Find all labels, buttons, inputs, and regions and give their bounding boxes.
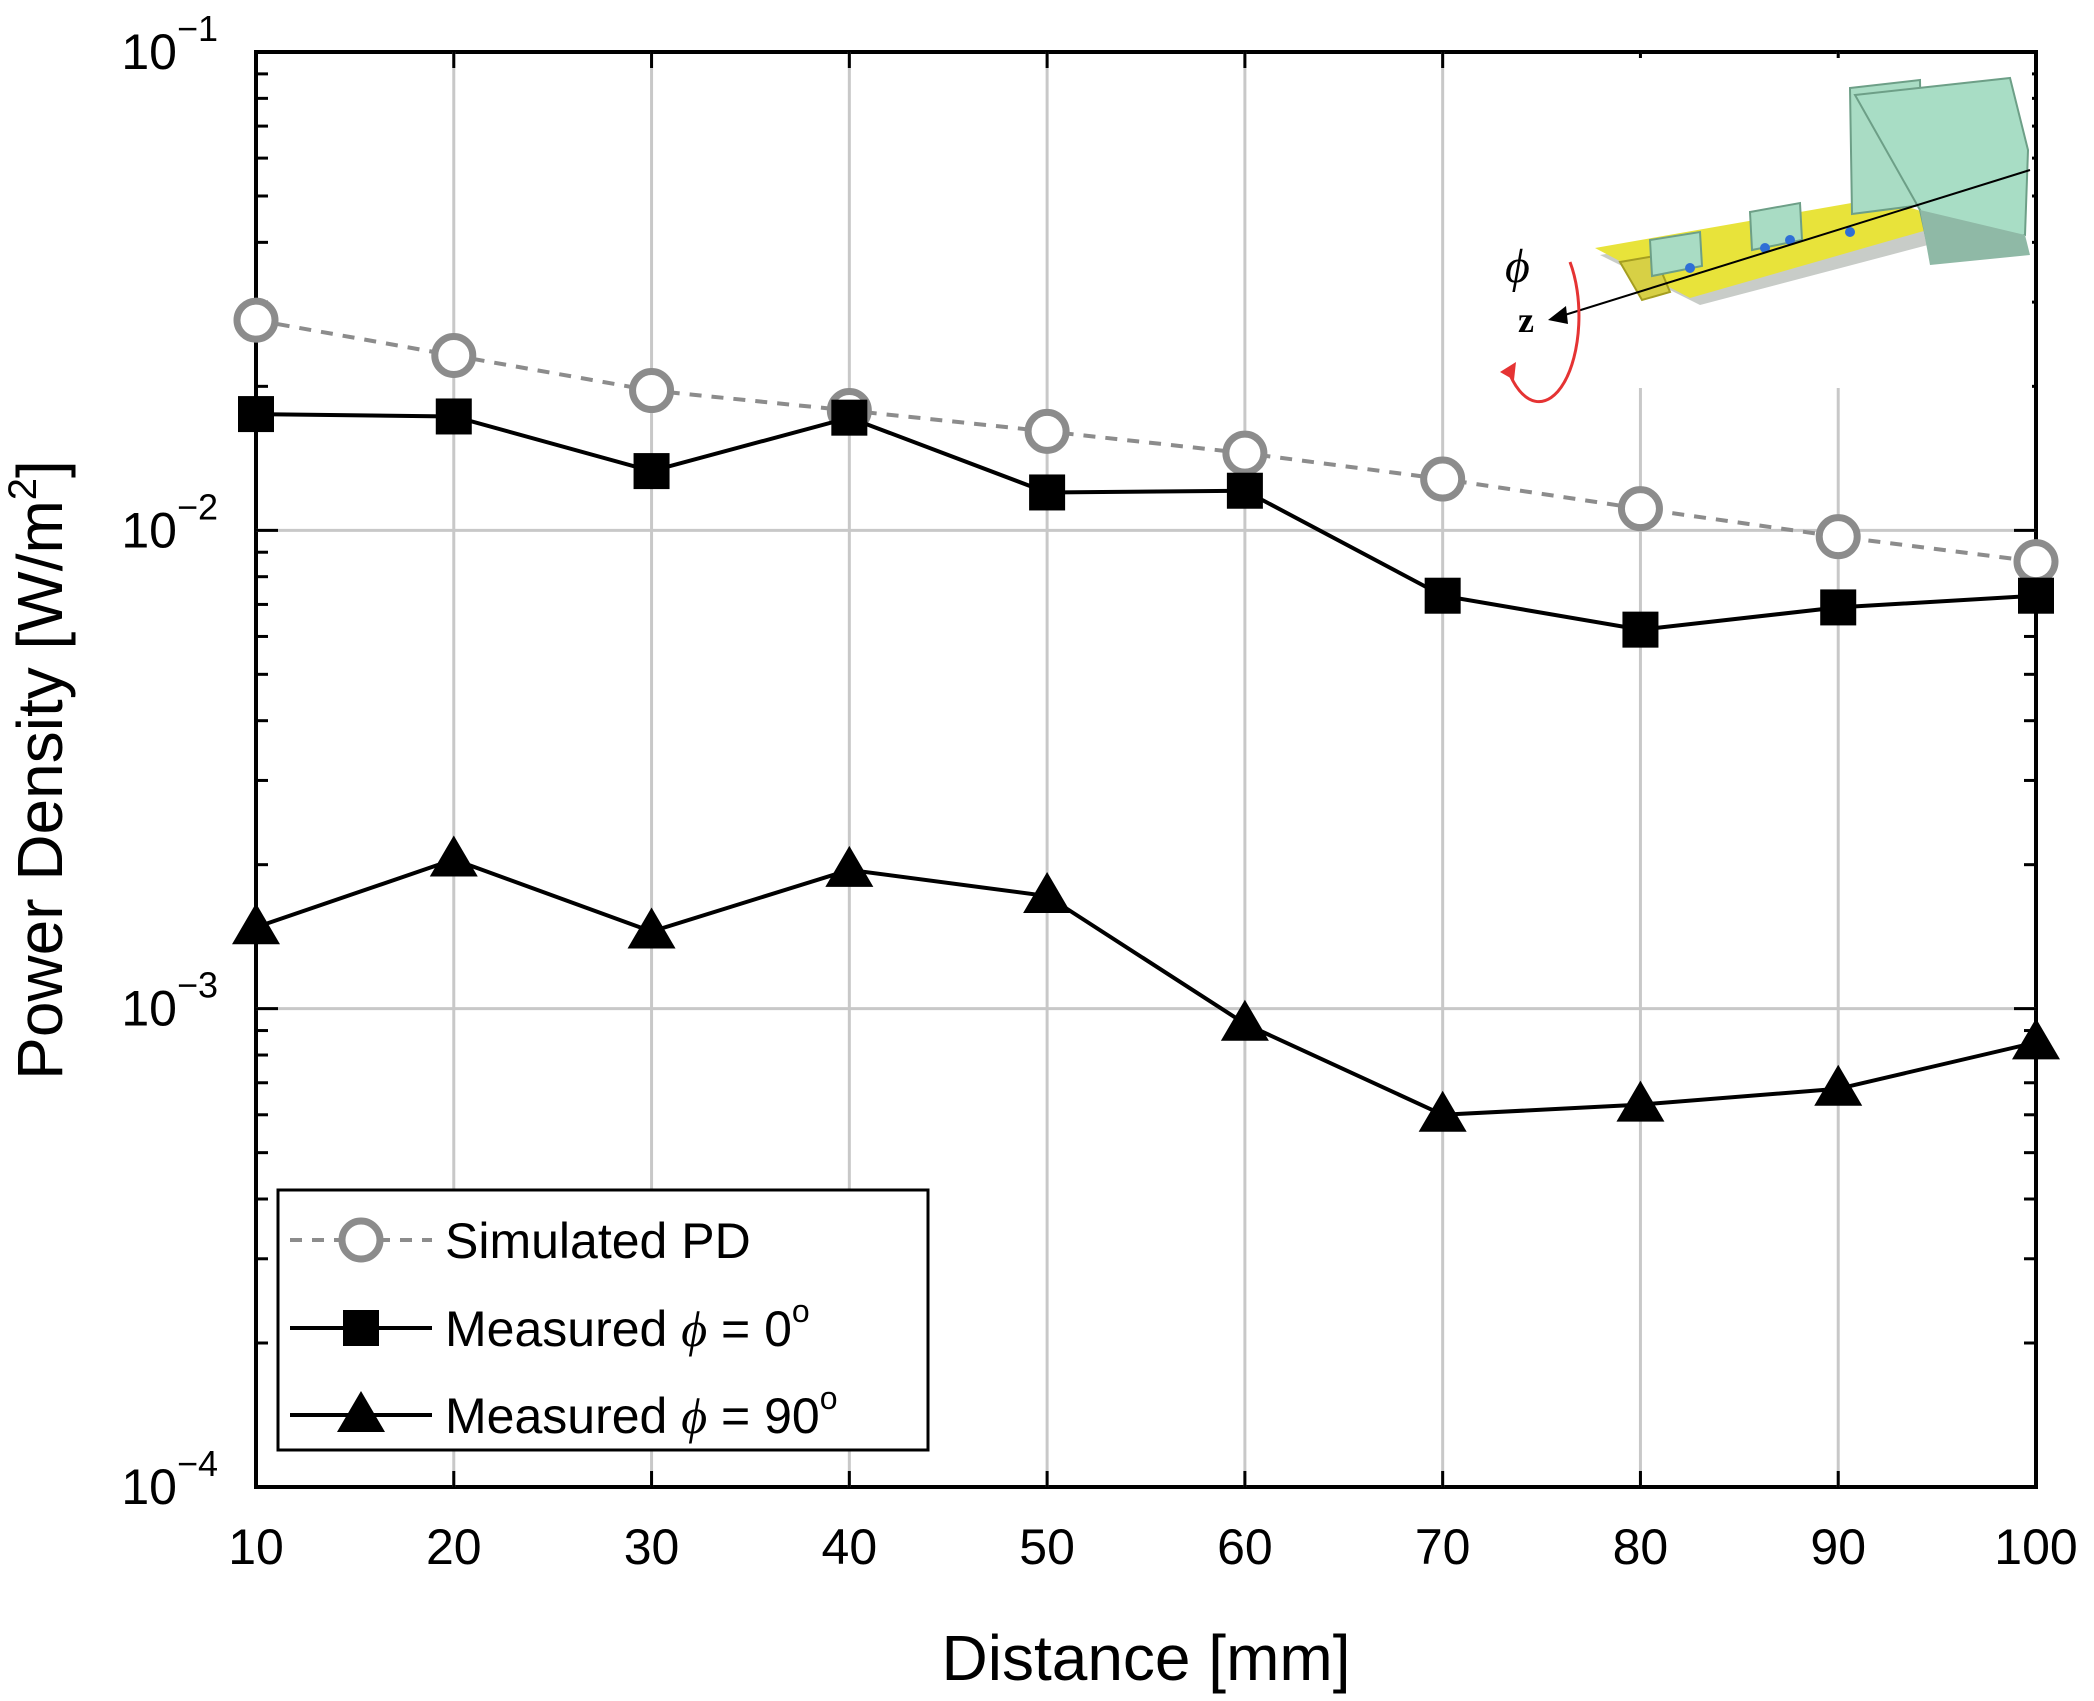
inset-component <box>1785 235 1795 245</box>
data-point-circle <box>629 368 675 414</box>
data-point-triangle <box>1418 1090 1467 1132</box>
plot-frame <box>254 50 2038 1489</box>
inset-rotation-arrowhead <box>1500 362 1516 380</box>
series-line <box>255 857 2037 1117</box>
y-tick-label: 10−3 <box>121 965 218 1037</box>
y-tick-label: 10−1 <box>121 8 218 80</box>
data-point-triangle <box>1023 872 1072 914</box>
data-point-triangle <box>2012 1018 2060 1060</box>
inset-z-axis <box>1554 169 2031 319</box>
inset-housing-shadow <box>1920 210 2030 265</box>
data-point-square <box>343 1310 379 1346</box>
data-point-circle <box>1024 408 1070 454</box>
x-tick-label: 30 <box>624 1519 680 1575</box>
x-tick-label: 70 <box>1415 1519 1471 1575</box>
legend-label: Simulated PD <box>445 1213 751 1269</box>
inset-component <box>1685 263 1695 273</box>
inset-rotation-arc <box>1506 261 1581 404</box>
x-tick-labels: 10 20 30 40 50 60 70 80 90 100 <box>228 1519 2078 1575</box>
inset-device-illustration: ϕ z <box>1478 58 2032 404</box>
x-tick-label: 90 <box>1810 1519 1866 1575</box>
series-2 <box>232 835 2060 1132</box>
data-point-circle <box>338 1217 384 1263</box>
inset-component <box>1760 243 1770 253</box>
y-tick-labels: 10−4 10−3 10−2 10−1 <box>121 8 218 1515</box>
data-point-square <box>1622 611 1659 648</box>
inset-component <box>1845 227 1855 237</box>
data-point-triangle <box>1616 1080 1665 1122</box>
inset-pcb <box>1595 198 1955 298</box>
series-line <box>255 412 2037 632</box>
data-point-circle <box>2013 539 2059 585</box>
data-point-square <box>633 453 670 490</box>
data-point-triangle <box>825 845 874 887</box>
x-tick-label: 10 <box>228 1519 284 1575</box>
x-tick-label: 50 <box>1019 1519 1075 1575</box>
legend-box <box>276 1188 930 1452</box>
x-tick-label: 100 <box>1994 1519 2077 1575</box>
data-point-square <box>435 398 472 435</box>
data-point-triangle <box>337 1391 385 1432</box>
data-point-square <box>238 396 274 433</box>
data-point-circle <box>1222 430 1268 476</box>
data-point-circle <box>1815 514 1861 560</box>
inset-z-arrowhead <box>1548 306 1568 324</box>
data-point-square <box>2018 577 2054 614</box>
y-axis-title: Power Density [W/m2] <box>1 460 76 1080</box>
data-point-square <box>1029 474 1066 511</box>
x-tick-label: 20 <box>426 1519 482 1575</box>
x-tick-label: 60 <box>1217 1519 1273 1575</box>
data-point-square <box>1424 577 1461 614</box>
data-point-square <box>1820 589 1857 626</box>
series-line <box>255 318 2037 564</box>
series-1 <box>238 396 2054 648</box>
data-point-circle <box>431 333 477 379</box>
data-point-triangle <box>1814 1064 1863 1106</box>
data-point-circle <box>1617 486 1663 532</box>
legend-label: Measured ϕ = 0o <box>445 1293 810 1357</box>
data-point-triangle <box>627 907 676 949</box>
y-tick-label: 10−4 <box>121 1443 218 1515</box>
x-tick-label: 40 <box>822 1519 878 1575</box>
inset-z-label: z <box>1518 300 1534 340</box>
x-tick-label: 80 <box>1613 1519 1669 1575</box>
data-point-circle <box>1420 456 1466 502</box>
data-point-square <box>1226 472 1263 509</box>
series-layer <box>232 297 2060 1132</box>
minor-ticks <box>254 52 2038 1489</box>
data-point-triangle <box>1220 999 1269 1041</box>
x-axis-title: Distance [mm] <box>942 1622 1351 1694</box>
y-tick-label: 10−2 <box>121 486 218 558</box>
data-point-circle <box>233 297 279 343</box>
data-point-triangle <box>232 903 280 945</box>
inset-phi-label: ϕ <box>1505 240 1530 293</box>
data-point-square <box>831 399 868 436</box>
data-point-triangle <box>429 835 478 877</box>
legend: Simulated PD Measured ϕ = 0o Measured ϕ = … <box>276 1188 930 1452</box>
legend-label: Measured ϕ = 90o <box>445 1380 838 1444</box>
